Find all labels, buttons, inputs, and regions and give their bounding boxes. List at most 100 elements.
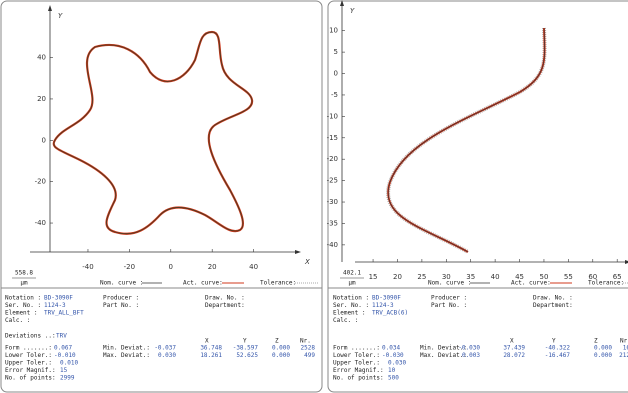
y-tick-label: -5 [331, 91, 338, 99]
row-value: -38.597 [233, 345, 259, 352]
row-label: Lower Toler.: [5, 352, 52, 359]
info-label: Deviations ..: [5, 333, 56, 340]
x-tick-label: 35 [466, 273, 475, 281]
row-value: 0.067 [54, 345, 72, 352]
y-axis-arrow [48, 5, 52, 11]
y-tick-label: -30 [327, 198, 338, 206]
x-tick-label: 60 [588, 273, 597, 281]
x-tick-label: -40 [82, 263, 93, 271]
x-tick-label: 65 [613, 273, 622, 281]
row-value: -0.030 [382, 352, 404, 359]
profile-curve [52, 30, 254, 235]
row-value: 16 [623, 345, 628, 352]
x-axis-label: X [304, 258, 310, 266]
info-label: Producer : [431, 295, 467, 302]
row-value: 0.030 [158, 352, 176, 359]
row-label: Max. Deviat.: [420, 352, 467, 359]
column-head: Nr. [300, 338, 311, 345]
x-tick-label: 0 [169, 263, 173, 271]
profile-curve [386, 27, 547, 254]
column-head: Y [552, 338, 556, 345]
row-value: -0.037 [154, 345, 176, 352]
y-tick-label: 0 [42, 136, 46, 144]
row-value: 18.261 [200, 352, 222, 359]
legend-label: Tolerance: [260, 280, 296, 287]
x-tick-label: 20 [208, 263, 217, 271]
row-label: Min. Deviat.: [420, 345, 467, 352]
row-label: Error Magnif.: [5, 367, 56, 374]
info-label: Calc. : [5, 317, 30, 324]
info-value: TRV [56, 333, 67, 340]
row-value: 0.000 [594, 345, 612, 352]
row-label: Lower Toler.: [333, 352, 380, 359]
info-label: Draw. No. : [205, 295, 245, 302]
column-head: X [205, 338, 209, 345]
row-value: 0.000 [272, 345, 290, 352]
row-value: 28.072 [503, 352, 525, 359]
row-value: 15 [60, 367, 68, 374]
info-label: Element : [333, 310, 366, 317]
panel-frame [327, 0, 628, 393]
x-tick-label: 40 [491, 273, 500, 281]
y-axis-label: Y [58, 12, 63, 20]
row-value: 0.010 [60, 360, 78, 367]
row-value: 2999 [60, 375, 75, 382]
row-value: 499 [304, 352, 315, 359]
row-value: -0.010 [54, 352, 76, 359]
row-value: -0.030 [458, 345, 480, 352]
row-label: Error Magnif.: [333, 367, 384, 374]
y-tick-label: 10 [329, 27, 338, 35]
y-axis-label: Y [350, 7, 355, 15]
info-value: TRV_ALL_BFT [44, 310, 84, 317]
legend-label: Tolerance: [588, 280, 624, 287]
column-head: Z [594, 338, 598, 345]
row-label: Max. Deviat.: [103, 352, 150, 359]
row-value: 2528 [301, 345, 316, 352]
info-label: Ser. No. : [5, 302, 41, 309]
column-head: Y [243, 338, 247, 345]
x-tick-label: 30 [442, 273, 451, 281]
row-label: Form .......: [5, 345, 52, 352]
x-tick-label: 45 [515, 273, 524, 281]
x-tick-label: -20 [124, 263, 135, 271]
row-label: Form .......: [333, 345, 380, 352]
row-label: Upper Toler.: [5, 360, 52, 367]
row-value: 500 [388, 375, 399, 382]
y-tick-label: -20 [327, 155, 338, 163]
y-tick-label: 0 [334, 70, 338, 78]
scale-value: 558.8 [15, 270, 33, 277]
legend-label: Act. curve: [183, 280, 223, 287]
panel-frame [0, 0, 323, 393]
row-value: -40.322 [545, 345, 571, 352]
y-tick-label: -35 [327, 219, 338, 227]
row-value: 212 [619, 352, 628, 359]
y-tick-label: -40 [35, 219, 46, 227]
row-label: No. of points: [5, 375, 56, 382]
y-tick-label: -40 [327, 241, 338, 249]
row-value: 0.000 [272, 352, 290, 359]
x-tick-label: 55 [564, 273, 573, 281]
row-value: 0.030 [388, 360, 406, 367]
x-axis-arrow [295, 250, 301, 254]
y-tick-label: -10 [327, 112, 338, 120]
row-label: Upper Toler.: [333, 360, 380, 367]
info-label: Element : [5, 310, 38, 317]
row-value: 0.034 [382, 345, 400, 352]
info-value: 1124-3 [44, 302, 66, 309]
y-tick-label: 20 [37, 95, 46, 103]
y-tick-label: -15 [327, 134, 338, 142]
row-value: 36.748 [200, 345, 222, 352]
y-tick-label: 5 [334, 48, 338, 56]
info-label: Notation : [5, 295, 41, 302]
y-tick-label: -20 [35, 178, 46, 186]
scale-value: 402.1 [343, 270, 361, 277]
info-value: 1124-3 [372, 302, 394, 309]
info-label: Calc. : [333, 317, 358, 324]
row-value: 0.003 [462, 352, 480, 359]
row-value: 10 [388, 367, 396, 374]
x-tick-label: 20 [393, 273, 402, 281]
scale-unit: µm [348, 280, 356, 287]
x-tick-label: 50 [539, 273, 548, 281]
info-label: Department: [533, 302, 573, 309]
